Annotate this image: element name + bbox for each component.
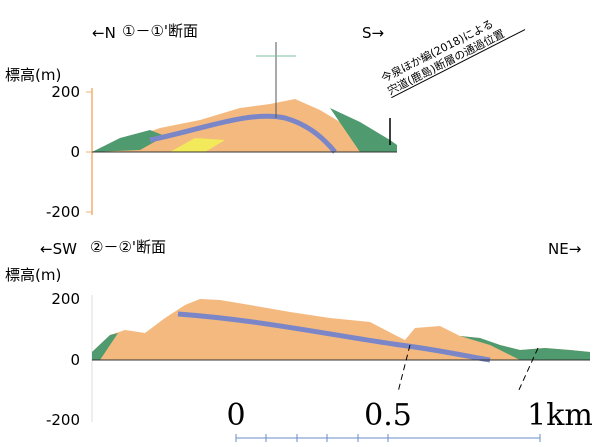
y-axis-label: 標高(m)	[5, 66, 61, 84]
terrain	[92, 299, 590, 360]
green-layer	[460, 336, 590, 360]
direction-left: ←SW	[40, 240, 77, 258]
green-layer	[330, 108, 397, 152]
green-layer	[92, 130, 165, 152]
y-tick-label: 0	[70, 143, 80, 161]
y-axis-label: 標高(m)	[5, 266, 61, 284]
y-tick-label: -200	[46, 411, 80, 429]
scale-label: 1km	[527, 398, 593, 433]
scale-bar: 0 0.5 1km	[226, 398, 593, 442]
scale-label: 0.5	[364, 398, 412, 433]
green-layer	[92, 333, 118, 360]
annotation-underline	[391, 29, 526, 99]
direction-right: S→	[362, 24, 384, 42]
fault-band	[177, 311, 491, 363]
fault-trace	[517, 347, 539, 393]
yellow-layer	[170, 138, 225, 152]
direction-left: ←N	[92, 24, 116, 42]
section-title: ②－②'断面	[90, 238, 166, 256]
fault-trace	[397, 344, 411, 393]
direction-right: NE→	[548, 240, 581, 258]
y-tick-label: 200	[51, 83, 80, 101]
section-1: ←N ①－①'断面 S→ 標高(m) 200 0 -200 今泉ほか編(2018…	[5, 16, 526, 221]
y-tick-label: -200	[46, 203, 80, 221]
section-title: ①－①'断面	[122, 22, 198, 40]
y-tick-label: 200	[51, 290, 80, 308]
scale-ticks	[235, 434, 541, 442]
scale-label: 0	[226, 398, 245, 433]
section-2: ←SW ②－②'断面 NE→ 標高(m) 200 0 -200	[5, 238, 590, 429]
y-tick-label: 0	[70, 351, 80, 369]
